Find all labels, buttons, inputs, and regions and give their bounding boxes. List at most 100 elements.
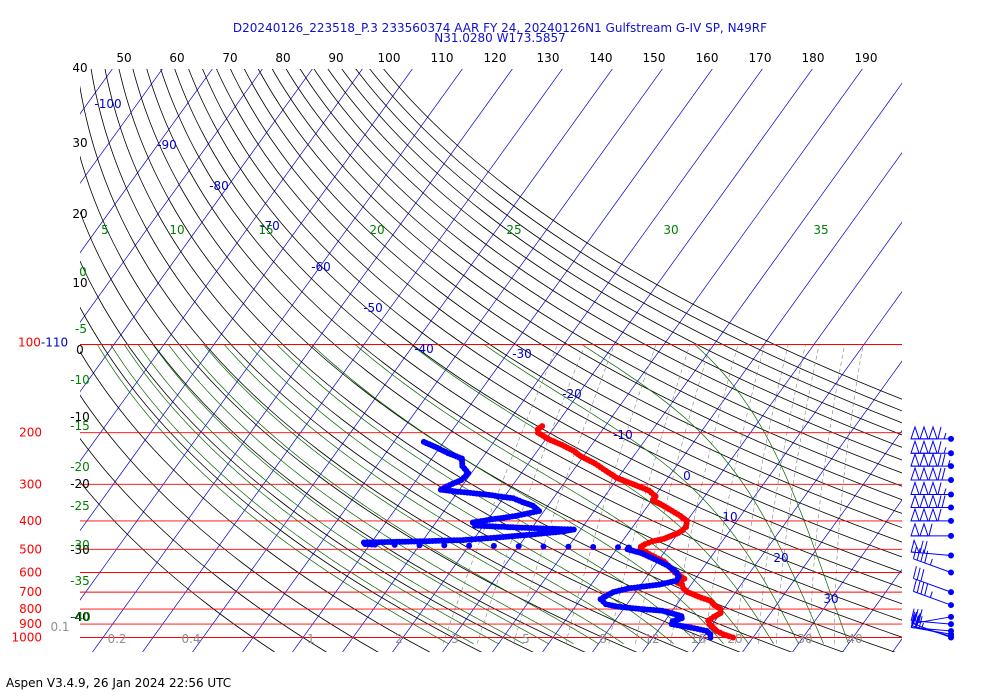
isotherm-line [80, 69, 313, 393]
mixing-ratio-line [735, 344, 789, 644]
pressure-label: 500 [19, 542, 42, 556]
top-axis-tick-label: 90 [328, 51, 343, 65]
pressure-label: 600 [19, 565, 42, 579]
isotherm-label: -100 [94, 97, 121, 111]
dry-adiabat-label: 0 [76, 343, 84, 357]
dry-adiabat-line [327, 69, 902, 448]
wind-barb [910, 493, 954, 511]
mixing-ratio-label: 2 [395, 632, 403, 646]
isotherm-label: 10 [722, 510, 737, 524]
moist-adiabat-line [694, 344, 849, 644]
dry-adiabat-label: 40 [72, 61, 87, 75]
dry-adiabat-line [230, 69, 902, 543]
mixing-ratio-label: 3 [451, 632, 459, 646]
dry-adiabat-line [243, 69, 902, 529]
dry-adiabat-line [80, 437, 328, 652]
dry-adiabat-line [160, 69, 902, 621]
top-axis-tick-label: 70 [222, 51, 237, 65]
dry-adiabat-line [188, 69, 902, 589]
moist-adiabat-line [311, 344, 724, 644]
moist-adiabat-line [483, 344, 799, 644]
mixing-ratio-label: 0.4 [181, 632, 200, 646]
moist-adiabat-label: 30 [663, 223, 678, 237]
top-axis-tick-label: 140 [590, 51, 613, 65]
dry-adiabat-line [80, 350, 431, 652]
dry-adiabat-line [216, 69, 902, 558]
moist-adiabat-label: -35 [70, 574, 90, 588]
isotherm-line [692, 360, 902, 652]
footer-version: Aspen V3.4.9, 26 Jan 2024 22:56 UTC [6, 676, 232, 690]
isotherm-line [92, 69, 513, 652]
dry-adiabat-label: 30 [72, 136, 87, 150]
dry-adiabat-line [299, 69, 902, 474]
isotherm-line [80, 69, 163, 184]
moist-adiabat-label: -40 [71, 610, 91, 624]
dewpoint-trace-point [615, 544, 621, 551]
mixing-ratio-label: 16 [690, 632, 705, 646]
dry-adiabat-line [90, 69, 741, 652]
isotherm-label: -20 [562, 387, 582, 401]
top-axis-tick-label: 120 [484, 51, 507, 65]
dewpoint-trace-point [466, 542, 473, 549]
dry-adiabat-label: -10 [70, 410, 90, 424]
chart-title-line2: N31.0280 W173.5857 [434, 31, 566, 45]
mixing-ratio-label: 30 [797, 632, 812, 646]
moist-adiabat-line [97, 344, 449, 645]
isotherm-line [142, 69, 563, 652]
chart-title-line1: D20240126_223518_P.3 233560374 AAR FY 24… [232, 21, 768, 35]
dry-adiabat-line [355, 69, 902, 424]
temperature-trace-point [539, 423, 546, 430]
isotherm-line [192, 69, 613, 652]
dry-adiabat-label: -30 [70, 543, 90, 557]
moist-adiabat-line [168, 344, 574, 645]
dry-adiabat-line [313, 69, 902, 461]
mixing-ratio-label: 5 [522, 632, 530, 646]
isotherm-label: -40 [414, 342, 434, 356]
dry-adiabat-line [104, 69, 793, 652]
pressure-label: 1000 [11, 631, 42, 645]
dewpoint-trace-point [515, 543, 522, 550]
moist-adiabat-label: 0 [79, 265, 87, 279]
moist-adiabat-label: -20 [70, 460, 90, 474]
pressure-label: 700 [19, 585, 42, 599]
wind-barb [911, 611, 954, 625]
wind-barb [910, 480, 954, 498]
moist-adiabat-line [110, 344, 474, 645]
top-axis-tick-label: 160 [696, 51, 719, 65]
top-axis-tick-label: 130 [537, 51, 560, 65]
wind-barb [910, 425, 954, 442]
mixing-ratio-line [565, 344, 657, 644]
moist-adiabat-label: -25 [70, 499, 90, 513]
top-axis-tick-label: 180 [802, 51, 825, 65]
wind-barb [910, 452, 954, 470]
isotherm-label: -70 [260, 219, 280, 233]
wind-barb [910, 522, 954, 539]
dewpoint-trace-point [565, 543, 572, 550]
dry-adiabat-line [118, 69, 845, 652]
wind-barb [910, 439, 954, 457]
isotherm-line [542, 152, 902, 652]
dry-adiabat-label: -20 [70, 477, 90, 491]
dry-adiabat-line [80, 306, 483, 652]
pressure-label: 400 [19, 514, 42, 528]
moist-adiabat-label: -10 [70, 373, 90, 387]
top-axis-tick-label: 170 [749, 51, 772, 65]
dry-adiabat-line [174, 69, 902, 605]
wind-barb [910, 538, 954, 559]
isotherm-label: 0 [683, 469, 691, 483]
isotherm-line [442, 69, 863, 652]
moist-adiabat-label: 5 [101, 223, 109, 237]
wind-barb [912, 546, 954, 576]
wind-barb [912, 579, 954, 609]
isotherm-line [80, 69, 463, 601]
moist-adiabat-label: -5 [75, 322, 87, 336]
top-axis-tick-label: 80 [275, 51, 290, 65]
wind-barb [912, 566, 954, 596]
mixing-ratio-line [513, 344, 615, 644]
isotherm-line [892, 638, 902, 652]
mixing-ratio-line [476, 344, 586, 644]
isotherm-line [592, 221, 902, 652]
dry-adiabat-line [271, 69, 902, 501]
dry-adiabat-line [80, 481, 276, 652]
moist-adiabat-line [581, 344, 824, 644]
